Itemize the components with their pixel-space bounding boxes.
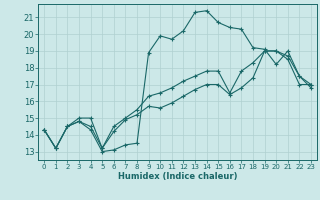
X-axis label: Humidex (Indice chaleur): Humidex (Indice chaleur) (118, 172, 237, 181)
